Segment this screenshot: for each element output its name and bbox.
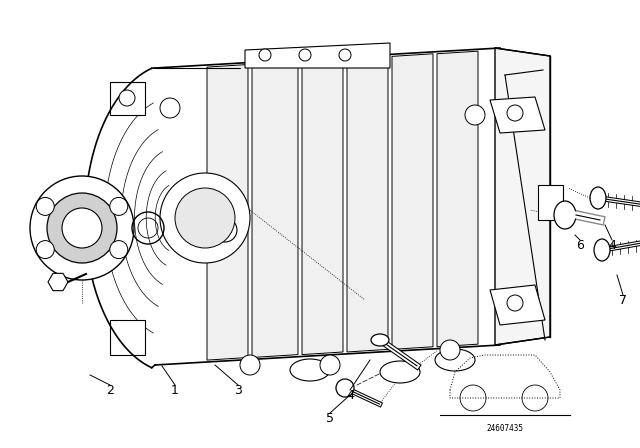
Polygon shape	[85, 68, 152, 368]
Circle shape	[299, 49, 311, 61]
Ellipse shape	[590, 187, 606, 209]
Text: 5: 5	[326, 412, 334, 425]
Text: 4: 4	[346, 388, 354, 401]
Circle shape	[213, 218, 237, 242]
Text: 7: 7	[619, 293, 627, 306]
Circle shape	[47, 193, 117, 263]
Polygon shape	[392, 54, 433, 349]
Text: 24607435: 24607435	[486, 423, 524, 432]
Circle shape	[175, 188, 235, 248]
Ellipse shape	[594, 239, 610, 261]
Circle shape	[259, 49, 271, 61]
Text: 6: 6	[576, 238, 584, 251]
Circle shape	[110, 241, 128, 258]
Circle shape	[240, 355, 260, 375]
Ellipse shape	[380, 361, 420, 383]
Circle shape	[110, 198, 128, 215]
Ellipse shape	[371, 334, 389, 346]
Circle shape	[36, 241, 54, 258]
Polygon shape	[538, 185, 563, 220]
Circle shape	[160, 173, 250, 263]
Polygon shape	[347, 56, 388, 352]
Polygon shape	[490, 285, 545, 325]
Polygon shape	[245, 43, 390, 68]
Polygon shape	[252, 61, 298, 358]
Polygon shape	[490, 97, 545, 133]
Polygon shape	[110, 320, 145, 355]
Circle shape	[320, 355, 340, 375]
Circle shape	[119, 90, 135, 106]
Circle shape	[440, 340, 460, 360]
Polygon shape	[155, 48, 500, 365]
Polygon shape	[437, 51, 478, 347]
Text: 3: 3	[234, 383, 242, 396]
Ellipse shape	[435, 349, 475, 371]
Polygon shape	[302, 59, 343, 355]
Polygon shape	[48, 273, 68, 291]
Ellipse shape	[554, 201, 576, 229]
Text: 4: 4	[608, 238, 616, 251]
Polygon shape	[495, 48, 550, 345]
Ellipse shape	[290, 359, 330, 381]
Circle shape	[30, 176, 134, 280]
Circle shape	[507, 105, 523, 121]
Circle shape	[160, 98, 180, 118]
Circle shape	[36, 198, 54, 215]
Circle shape	[62, 208, 102, 248]
Polygon shape	[207, 65, 248, 360]
Circle shape	[336, 379, 354, 397]
Circle shape	[339, 49, 351, 61]
Polygon shape	[110, 82, 145, 115]
Circle shape	[507, 295, 523, 311]
Text: 1: 1	[171, 383, 179, 396]
Text: 2: 2	[106, 383, 114, 396]
Circle shape	[465, 105, 485, 125]
